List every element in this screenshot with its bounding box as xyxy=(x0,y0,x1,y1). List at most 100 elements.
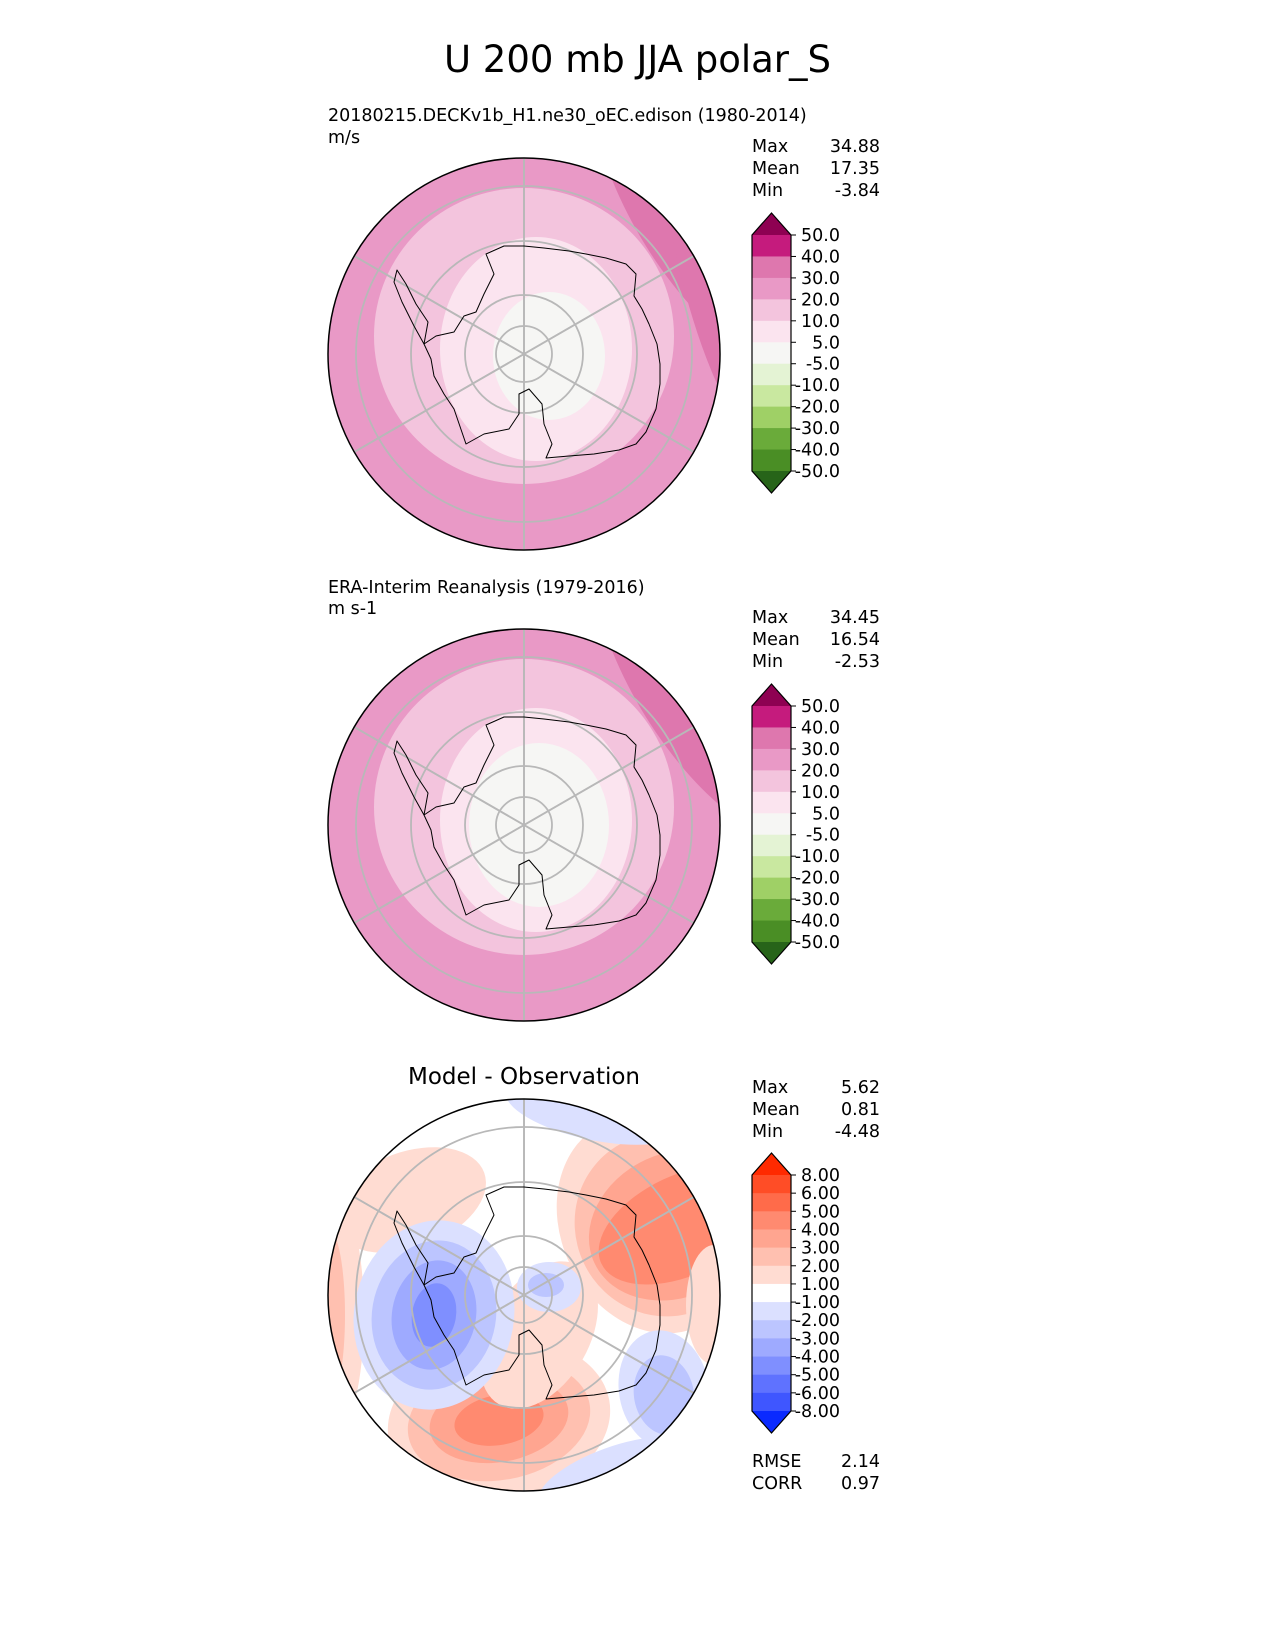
colorbar-extend-max xyxy=(752,1153,791,1175)
colorbar-tick-label: -20.0 xyxy=(795,869,840,889)
panel2-stat-max-label: Max xyxy=(752,608,789,628)
colorbar-tick-label: 5.0 xyxy=(812,333,840,353)
colorbar-extend-max xyxy=(752,684,791,706)
colorbar-segment xyxy=(752,770,791,793)
colorbar-tick-label: 30.0 xyxy=(801,269,840,289)
colorbar-segment xyxy=(752,363,791,386)
colorbar-tick-label: 2.00 xyxy=(801,1257,840,1277)
colorbar-tick-label: -6.00 xyxy=(795,1384,840,1404)
panel2-stats: Max 34.45 Mean 16.54 Min -2.53 xyxy=(752,608,880,674)
colorbar-segment xyxy=(752,748,791,771)
antarctica-coastline xyxy=(393,716,661,930)
contour-region-core xyxy=(493,292,605,420)
colorbar-tick-label: 5.00 xyxy=(801,1202,840,1222)
colorbar-segment xyxy=(752,1265,791,1285)
colorbar-extend-max xyxy=(752,213,791,235)
colorbar-segment xyxy=(752,1193,791,1212)
colorbar-tick-label: 8.00 xyxy=(801,1166,840,1186)
colorbar-extend-min xyxy=(752,1411,791,1433)
panel3-corr-label: CORR xyxy=(752,1474,803,1494)
panel3-stats: Max 5.62 Mean 0.81 Min -4.48 xyxy=(752,1078,880,1144)
colorbar-tick-label: 50.0 xyxy=(801,697,840,717)
panel3-stat-mean-label: Mean xyxy=(752,1100,800,1120)
panel2-units: m s-1 xyxy=(328,599,378,619)
colorbar-tick-label: -20.0 xyxy=(795,398,840,418)
panel2-stat-mean-value: 16.54 xyxy=(829,630,880,650)
colorbar-segment xyxy=(752,1229,791,1249)
colorbar-tick-label: -30.0 xyxy=(795,419,840,439)
colorbar-tick-label: -10.0 xyxy=(795,847,840,867)
colorbar-tick-label: 3.00 xyxy=(801,1239,840,1259)
colorbar-segment xyxy=(752,813,791,836)
colorbar-segment xyxy=(752,1283,791,1303)
colorbar-segment xyxy=(752,277,791,300)
colorbar-segment xyxy=(752,256,791,279)
panel3-metrics: RMSE 2.14 CORR 0.97 xyxy=(752,1452,880,1496)
colorbar-tick-label: -5.0 xyxy=(806,355,840,375)
panel2-polar-map xyxy=(327,628,721,1022)
colorbar-segment xyxy=(752,899,791,922)
colorbar-tick-label: -50.0 xyxy=(795,933,840,953)
colorbar-tick-label: -5.0 xyxy=(806,826,840,846)
colorbar-tick-label: 40.0 xyxy=(801,718,840,738)
panel3-rmse-label: RMSE xyxy=(752,1452,802,1472)
map-border xyxy=(327,1098,721,1492)
graticule xyxy=(353,629,695,1021)
colorbar-segment xyxy=(752,706,791,728)
graticule xyxy=(353,158,695,550)
panel2-stat-mean-label: Mean xyxy=(752,630,800,650)
colorbar-segment xyxy=(752,1211,791,1230)
panel2-name: ERA-Interim Reanalysis (1979-2016) xyxy=(328,578,645,598)
panel3-colorbar: 8.006.005.004.003.002.001.00-1.00-2.00-3… xyxy=(751,1152,840,1434)
panel3-rmse-value: 2.14 xyxy=(841,1452,880,1472)
colorbar-tick-label: 1.00 xyxy=(801,1275,840,1295)
graticule xyxy=(353,1099,695,1491)
panel3-stat-min-value: -4.48 xyxy=(834,1122,880,1142)
colorbar-tick-label: 5.0 xyxy=(812,804,840,824)
colorbar-tick-label: -10.0 xyxy=(795,376,840,396)
map-border xyxy=(327,157,721,551)
panel1-polar-map xyxy=(327,157,721,551)
colorbar-segment xyxy=(752,1356,791,1376)
colorbar-tick-label: 4.00 xyxy=(801,1220,840,1240)
colorbar-tick-label: -1.00 xyxy=(795,1293,840,1313)
colorbar-segment xyxy=(752,428,791,451)
panel3-stat-max-value: 5.62 xyxy=(841,1078,880,1098)
colorbar-tick-label: 40.0 xyxy=(801,247,840,267)
colorbar-tick-label: -4.00 xyxy=(795,1348,840,1368)
colorbar-segment xyxy=(752,856,791,879)
figure-title: U 200 mb JJA polar_S xyxy=(443,38,832,81)
colorbar-segment xyxy=(752,877,791,900)
colorbar-tick-label: 20.0 xyxy=(801,761,840,781)
colorbar-segment xyxy=(752,342,791,365)
panel3-stat-min-label: Min xyxy=(752,1122,784,1142)
colorbar-segment xyxy=(752,791,791,814)
colorbar-segment xyxy=(752,1247,791,1267)
negative-anomaly xyxy=(528,1273,564,1297)
panel3-stat-max-label: Max xyxy=(752,1078,789,1098)
colorbar-segment xyxy=(752,1320,791,1339)
colorbar-tick-label: -40.0 xyxy=(795,441,840,461)
colorbar-segment xyxy=(752,449,791,472)
colorbar-segment xyxy=(752,235,791,257)
colorbar-segment xyxy=(752,320,791,343)
colorbar-extend-min xyxy=(752,942,791,964)
positive-anomaly xyxy=(598,1165,720,1285)
panel3-corr-value: 0.97 xyxy=(841,1474,880,1494)
colorbar-tick-label: -3.00 xyxy=(795,1329,840,1349)
colorbar-tick-label: -8.00 xyxy=(795,1402,840,1422)
panel1-colorbar: 50.040.030.020.010.05.0-5.0-10.0-20.0-30… xyxy=(751,212,840,494)
panel2-colorbar: 50.040.030.020.010.05.0-5.0-10.0-20.0-30… xyxy=(751,683,840,965)
colorbar-segment xyxy=(752,1302,791,1321)
panel3-stat-mean-value: 0.81 xyxy=(841,1100,880,1120)
colorbar-tick-label: -30.0 xyxy=(795,890,840,910)
panel1-stat-min-value: -3.84 xyxy=(834,181,880,201)
panel2-stat-max-value: 34.45 xyxy=(829,608,880,628)
panel1-stat-mean-value: 17.35 xyxy=(829,159,880,179)
colorbar-tick-label: -5.00 xyxy=(795,1366,840,1386)
colorbar-tick-label: -40.0 xyxy=(795,912,840,932)
positive-anomaly xyxy=(686,1245,720,1365)
panel1-stats: Max 34.88 Mean 17.35 Min -3.84 xyxy=(752,137,880,203)
antarctica-coastline xyxy=(393,245,661,459)
panel3-title: Model - Observation xyxy=(407,1064,641,1090)
